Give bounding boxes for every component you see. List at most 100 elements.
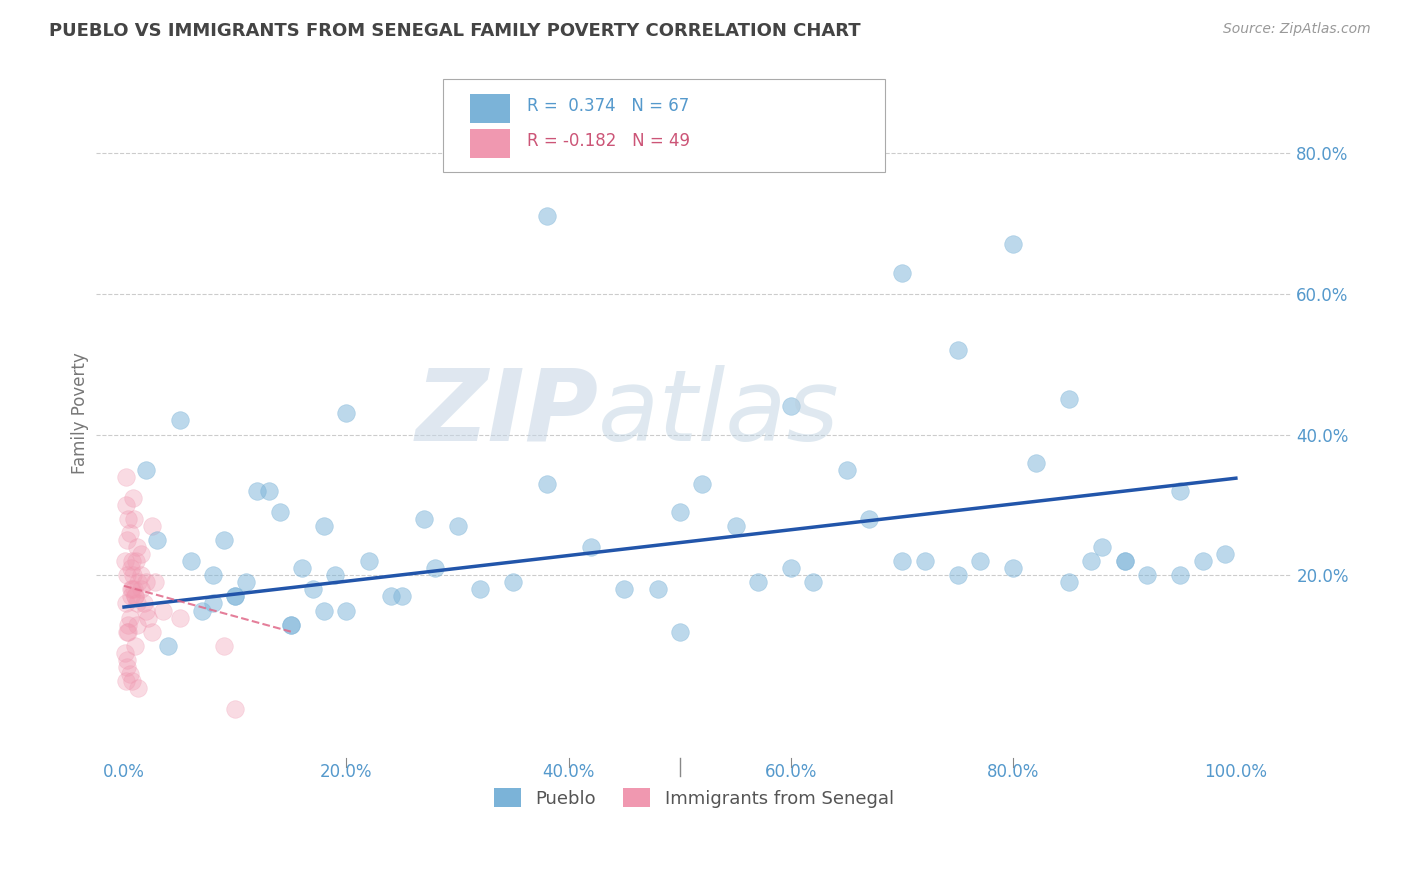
Point [579, 540, 602, 554]
Point [122, 582, 145, 597]
Point [127, 597, 149, 611]
Point [690, 476, 713, 491]
Point [117, 624, 139, 639]
Point [1136, 568, 1159, 582]
Point [118, 610, 141, 624]
Point [115, 498, 138, 512]
Point [257, 483, 280, 498]
Point [291, 561, 314, 575]
Point [801, 575, 824, 590]
Point [127, 681, 149, 695]
Point [127, 617, 149, 632]
Point [115, 673, 138, 688]
Point [1114, 554, 1136, 568]
Point [946, 343, 969, 357]
Point [169, 610, 191, 624]
Point [129, 568, 152, 582]
Point [117, 617, 139, 632]
Point [891, 266, 914, 280]
Point [1091, 540, 1114, 554]
Point [669, 624, 692, 639]
Bar [471, 94, 510, 123]
Point [1168, 568, 1191, 582]
Point [212, 533, 235, 548]
Point [335, 603, 357, 617]
Point [335, 406, 357, 420]
Point [115, 470, 138, 484]
Point [180, 554, 202, 568]
Point [135, 575, 157, 590]
Point [117, 568, 139, 582]
Point [122, 512, 145, 526]
Point [141, 519, 163, 533]
Point [120, 590, 142, 604]
Point [141, 624, 163, 639]
Text: R =  0.374   N = 67: R = 0.374 N = 67 [526, 97, 689, 115]
Point [1025, 456, 1047, 470]
Point [780, 561, 803, 575]
Point [391, 590, 413, 604]
Point [122, 491, 145, 505]
Point [212, 639, 235, 653]
Point [425, 561, 447, 575]
Point [191, 603, 214, 617]
Point [135, 463, 157, 477]
Point [143, 575, 166, 590]
Point [169, 413, 191, 427]
Point [314, 603, 336, 617]
Point [502, 575, 524, 590]
Point [138, 610, 160, 624]
Point [858, 512, 880, 526]
Point [246, 483, 269, 498]
Point [669, 505, 692, 519]
Point [135, 603, 157, 617]
Point [1002, 561, 1025, 575]
Point [269, 505, 291, 519]
Point [117, 533, 139, 548]
Point [1002, 237, 1025, 252]
Point [124, 639, 146, 653]
Point [747, 575, 769, 590]
Point [129, 582, 152, 597]
Point [117, 512, 139, 526]
Point [724, 519, 747, 533]
Point [891, 554, 914, 568]
Point [946, 568, 969, 582]
Point [124, 590, 146, 604]
Point [152, 603, 174, 617]
Point [224, 590, 246, 604]
Point [613, 582, 636, 597]
Point [132, 597, 155, 611]
Point [1057, 575, 1080, 590]
Text: R = -0.182   N = 49: R = -0.182 N = 49 [526, 132, 689, 150]
Point [323, 568, 346, 582]
Point [117, 624, 139, 639]
Point [201, 568, 224, 582]
Bar [471, 128, 510, 158]
Point [118, 666, 141, 681]
Point [413, 512, 436, 526]
Point [121, 673, 143, 688]
FancyBboxPatch shape [443, 78, 884, 172]
Point [1080, 554, 1102, 568]
Point [468, 582, 491, 597]
Point [115, 597, 138, 611]
Text: atlas: atlas [598, 365, 839, 462]
Point [235, 575, 257, 590]
Point [224, 590, 246, 604]
Point [647, 582, 669, 597]
Point [446, 519, 468, 533]
Point [357, 554, 380, 568]
Y-axis label: Family Poverty: Family Poverty [72, 352, 89, 475]
Point [127, 575, 149, 590]
Point [121, 554, 143, 568]
Point [1114, 554, 1136, 568]
Point [314, 519, 336, 533]
Point [835, 463, 858, 477]
Point [120, 582, 142, 597]
Point [536, 210, 558, 224]
Point [117, 660, 139, 674]
Point [1213, 547, 1236, 561]
Point [121, 582, 143, 597]
Point [224, 702, 246, 716]
